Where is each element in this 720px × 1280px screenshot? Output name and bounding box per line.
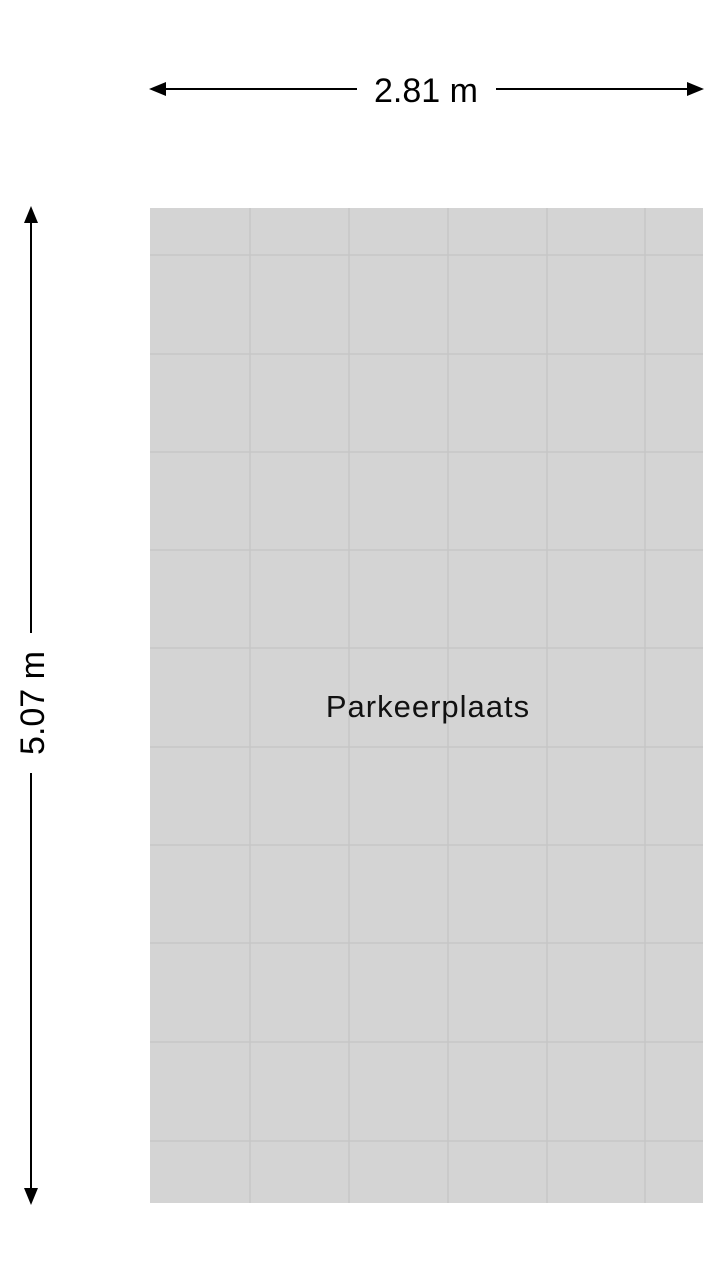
tile-grid	[150, 208, 703, 1203]
width-label: 2.81 m	[374, 72, 478, 110]
arrow-down-icon	[24, 1188, 38, 1205]
arrow-up-icon	[24, 206, 38, 223]
height-dimension	[24, 206, 38, 1205]
width-dimension	[149, 82, 704, 96]
room-parkeerplaats	[150, 208, 703, 1203]
height-label: 5.07 m	[14, 651, 52, 755]
room-label: Parkeerplaats	[326, 689, 530, 724]
arrow-left-icon	[149, 82, 166, 96]
arrow-right-icon	[687, 82, 704, 96]
